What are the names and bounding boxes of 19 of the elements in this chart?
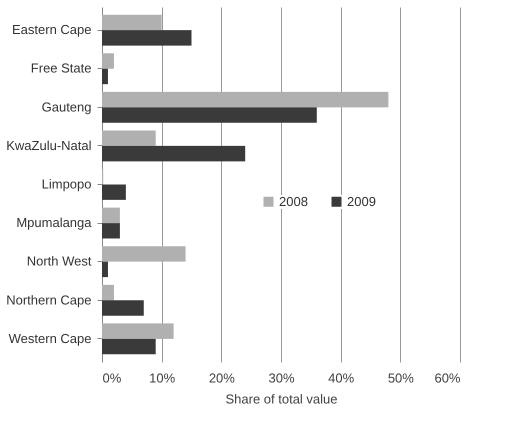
x-tick-label: 60%	[434, 370, 461, 386]
y-tick-label: Mpumalanga	[16, 215, 92, 230]
x-tick-label: 0%	[102, 370, 122, 386]
legend-label: 2008	[279, 194, 308, 209]
x-tick-label: 40%	[328, 370, 355, 386]
y-tick-label: Free State	[30, 60, 92, 76]
legend-label: 2009	[347, 194, 376, 209]
y-tick-label: KwaZulu-Natal	[6, 138, 92, 153]
y-tick-label: Gauteng	[42, 99, 92, 114]
y-tick-label: Limpopo	[42, 176, 92, 192]
y-tick-label: North West	[26, 254, 92, 269]
x-tick-label: 50%	[388, 370, 414, 386]
y-tick-label: Western Cape	[8, 330, 92, 346]
x-tick-label: 20%	[208, 370, 236, 386]
x-tick-label: 10%	[149, 370, 176, 386]
x-axis-title: Share of total value	[225, 392, 338, 406]
y-tick-label: Northern Cape	[6, 292, 92, 308]
x-tick-label: 30%	[268, 370, 295, 386]
y-tick-label: Eastern Cape	[12, 22, 92, 38]
